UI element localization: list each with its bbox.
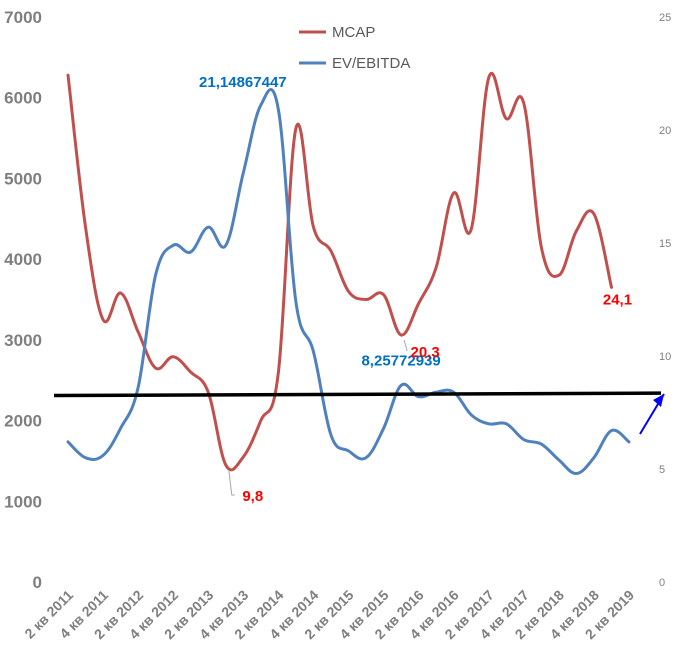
y-right-tick-label: 0 (659, 577, 665, 589)
y-right-tick-label: 20 (659, 125, 671, 137)
series-line-ev-ebitda (66, 87, 631, 475)
y-right-tick-label: 10 (659, 351, 671, 363)
y-left-tick-label: 1000 (4, 492, 42, 511)
arrow-head (653, 394, 664, 407)
data-label: 8,25772939 (361, 352, 440, 369)
y-left-tick-label: 7000 (4, 8, 42, 27)
legend-label: MCAP (332, 24, 375, 41)
y-left-tick-label: 3000 (4, 331, 42, 350)
series-layer (66, 72, 631, 475)
series-line-mcap (66, 72, 613, 472)
y-right-tick-label: 15 (659, 238, 671, 250)
right-axis: 0 5 10 15 20 25 (659, 12, 671, 589)
legend-label: EV/EBITDA (332, 55, 410, 72)
data-label: 9,8 (242, 488, 263, 505)
y-right-tick-label: 5 (659, 464, 665, 476)
y-left-tick-label: 0 (33, 573, 42, 592)
y-left-tick-label: 4000 (4, 250, 42, 269)
y-right-tick-label: 25 (659, 12, 671, 24)
legend: MCAP EV/EBITDA (299, 24, 410, 72)
left-axis: 0 1000 2000 3000 4000 5000 6000 7000 (4, 8, 42, 592)
reference-line (53, 391, 662, 398)
data-label: 24,1 (603, 291, 632, 308)
annotation-leader (228, 469, 235, 496)
y-left-tick-label: 6000 (4, 89, 42, 108)
data-label: 20,3 (410, 344, 439, 361)
annotation-leader (403, 339, 408, 352)
y-left-tick-label: 5000 (4, 169, 42, 188)
annotations-layer: 21,14867447 8,25772939 9,8 20,3 24,1 (199, 74, 632, 505)
y-left-tick-label: 2000 (4, 412, 42, 431)
data-label: 21,14867447 (199, 74, 287, 91)
reference-line-layer (53, 391, 665, 435)
